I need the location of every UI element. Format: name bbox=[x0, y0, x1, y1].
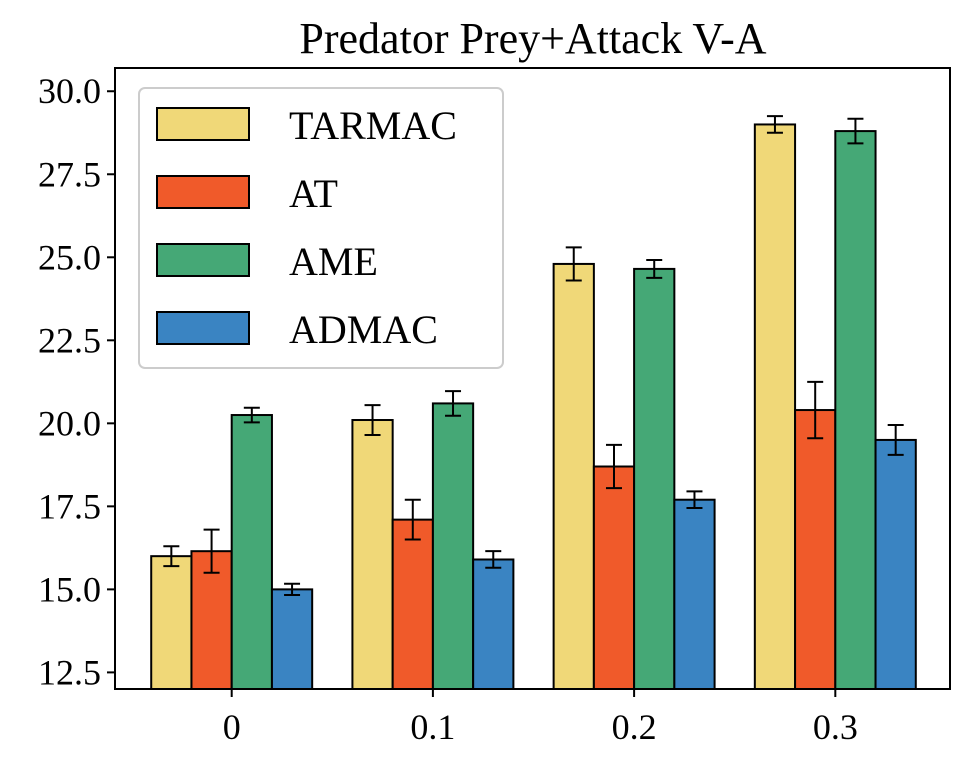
y-tick-label: 27.5 bbox=[38, 154, 101, 194]
bar-at-0.3 bbox=[794, 409, 837, 690]
bar-tarmac-0 bbox=[150, 555, 193, 690]
bar-admac-0.2 bbox=[673, 498, 716, 691]
bar-ame-0.3 bbox=[834, 130, 877, 690]
error-bar-tarmac-0.1 bbox=[364, 404, 381, 436]
bar-ame-0.2 bbox=[633, 267, 676, 690]
x-tick-label: 0.1 bbox=[410, 707, 455, 747]
bar-admac-0.1 bbox=[472, 558, 515, 690]
y-tick-label: 15.0 bbox=[38, 569, 101, 609]
x-tick-label: 0.3 bbox=[813, 707, 858, 747]
bar-ame-0.1 bbox=[431, 402, 475, 690]
y-tick-label: 22.5 bbox=[38, 320, 101, 360]
error-bar-admac-0.1 bbox=[485, 550, 502, 569]
error-bar-ame-0 bbox=[243, 406, 260, 424]
bar-ame-0 bbox=[230, 414, 273, 690]
error-bar-ame-0.2 bbox=[646, 258, 663, 279]
plot-frame bbox=[114, 67, 951, 690]
error-bar-admac-0.3 bbox=[887, 423, 904, 456]
bar-tarmac-0.3 bbox=[753, 123, 797, 691]
legend-label-admac: ADMAC bbox=[289, 307, 438, 352]
x-tick-label: 0.2 bbox=[612, 707, 657, 747]
error-bar-admac-0.2 bbox=[686, 490, 703, 510]
legend-swatch-tarmac bbox=[156, 107, 250, 141]
y-tick-label: 20.0 bbox=[38, 403, 101, 443]
error-bar-ame-0.3 bbox=[847, 117, 864, 145]
error-bar-ame-0.1 bbox=[445, 390, 462, 417]
error-bar-admac-0 bbox=[284, 582, 301, 597]
error-bar-tarmac-0 bbox=[163, 545, 180, 568]
error-bar-at-0.1 bbox=[404, 498, 421, 541]
legend-label-at: AT bbox=[289, 171, 338, 216]
bar-tarmac-0.2 bbox=[552, 262, 595, 690]
x-tick-label: 0 bbox=[223, 707, 241, 747]
error-bar-at-0.3 bbox=[807, 380, 824, 440]
bar-admac-0 bbox=[270, 588, 314, 690]
y-tick-label: 17.5 bbox=[38, 486, 101, 526]
bar-at-0.1 bbox=[391, 518, 434, 690]
error-bar-tarmac-0.2 bbox=[565, 246, 582, 282]
bar-at-0.2 bbox=[592, 465, 636, 691]
y-tick-label: 12.5 bbox=[38, 652, 101, 692]
legend-swatch-admac bbox=[156, 311, 250, 345]
legend-label-ame: AME bbox=[289, 239, 378, 284]
chart-title: Predator Prey+Attack V-A bbox=[299, 14, 766, 63]
error-bar-tarmac-0.3 bbox=[766, 115, 783, 134]
error-bar-at-0 bbox=[203, 528, 220, 574]
legend-box bbox=[138, 87, 504, 369]
bar-at-0 bbox=[190, 550, 233, 691]
bar-admac-0.3 bbox=[874, 438, 917, 690]
bar-tarmac-0.1 bbox=[351, 419, 394, 690]
legend-swatch-ame bbox=[156, 243, 250, 277]
y-tick-label: 30.0 bbox=[38, 71, 101, 111]
error-bar-at-0.2 bbox=[605, 443, 622, 490]
legend-swatch-at bbox=[156, 175, 250, 209]
legend: TARMAC AT AME ADMAC bbox=[138, 87, 504, 369]
legend-label-tarmac: TARMAC bbox=[289, 103, 457, 148]
y-tick-label: 25.0 bbox=[38, 237, 101, 277]
